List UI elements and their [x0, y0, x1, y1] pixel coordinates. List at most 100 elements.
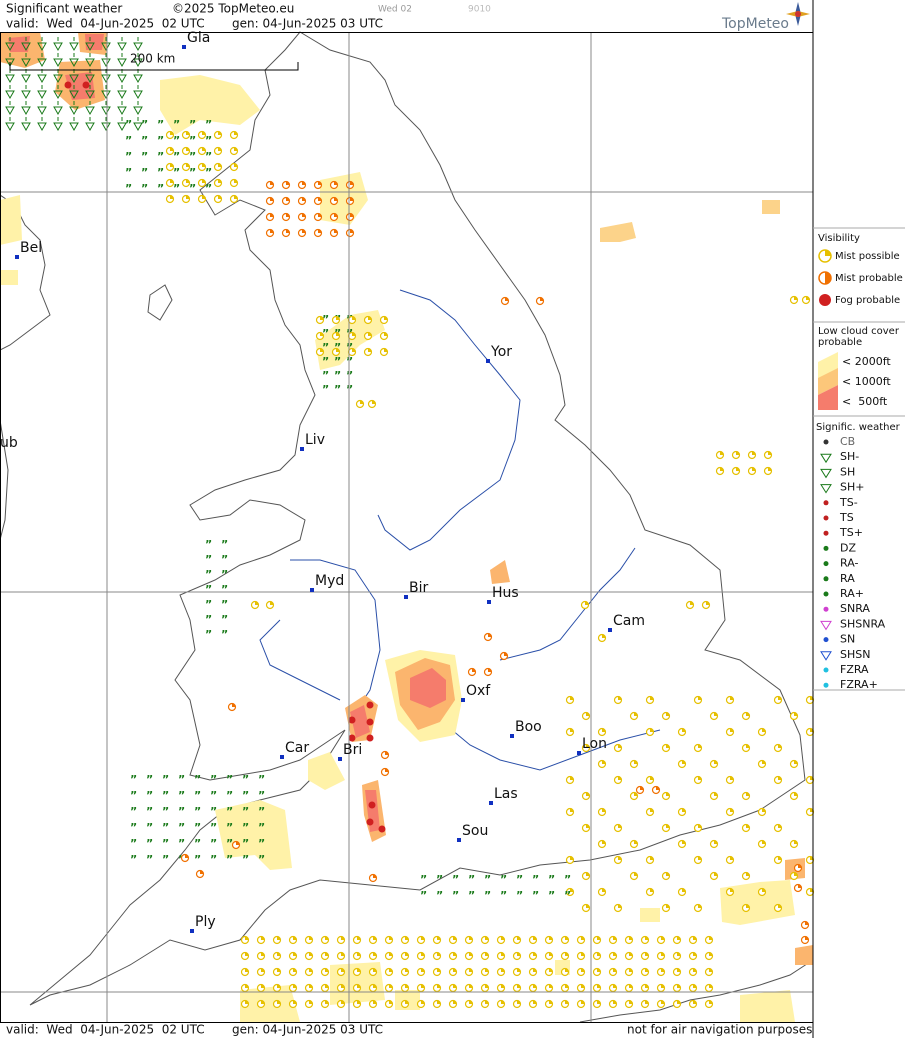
mist-symbol-fill — [293, 1000, 297, 1004]
mist-symbol-fill — [698, 744, 702, 748]
mist-symbol-fill — [565, 936, 569, 940]
drizzle-symbol: ” — [548, 889, 555, 902]
drizzle-symbol: ” — [125, 118, 132, 131]
mist-symbol-fill — [469, 952, 473, 956]
mist-symbol-fill — [693, 936, 697, 940]
mist-symbol-fill — [581, 984, 585, 988]
mist-symbol-fill — [618, 744, 622, 748]
mist-symbol-fill — [581, 1000, 585, 1004]
low-cloud-areas — [0, 32, 813, 1022]
mist-symbol-fill — [794, 792, 798, 796]
mist-symbol-fill — [677, 984, 681, 988]
mist-symbol-fill — [352, 316, 356, 320]
drizzle-symbol: ” — [205, 598, 212, 611]
mist-symbol-fill — [597, 936, 601, 940]
mist-symbol-fill — [293, 968, 297, 972]
drizzle-symbol: ” — [258, 773, 265, 786]
mist-symbol-fill — [640, 786, 644, 790]
mist-symbol-fill — [384, 348, 388, 352]
mist-symbol-fill — [372, 400, 376, 404]
mist-symbol-fill — [698, 904, 702, 908]
cloud-area — [240, 962, 795, 1022]
mist-symbol-fill — [384, 332, 388, 336]
mist-symbol-fill — [186, 179, 190, 183]
mist-symbol-fill — [485, 936, 489, 940]
run-code: 9010 — [468, 5, 491, 15]
mist-symbol-fill — [677, 1000, 681, 1004]
drizzle-symbol: ” — [221, 568, 228, 581]
drizzle-symbol: ” — [346, 355, 353, 368]
mist-symbol-fill — [597, 952, 601, 956]
river — [377, 289, 521, 551]
drizzle-symbol: ” — [452, 873, 459, 886]
fog-symbol — [366, 734, 374, 742]
drizzle-symbol: ” — [334, 383, 341, 396]
drizzle-symbol: ” — [484, 873, 491, 886]
drizzle-symbol: ” — [141, 182, 148, 195]
drizzle-symbol: ” — [194, 789, 201, 802]
legend-label: SH- — [840, 450, 859, 463]
shower-symbol — [85, 101, 95, 116]
drizzle-symbol: ” — [189, 134, 196, 147]
shower-symbol — [85, 53, 95, 68]
drizzle-symbol: ” — [221, 583, 228, 596]
mist-symbol-fill — [368, 332, 372, 336]
mist-symbol-fill — [645, 968, 649, 972]
mist-symbol-fill — [714, 840, 718, 844]
mist-symbol-fill — [334, 213, 338, 217]
drizzle-symbol: ” — [210, 821, 217, 834]
drizzle-symbol: ” — [226, 853, 233, 866]
mist-symbol-fill — [693, 952, 697, 956]
drizzle-symbol: ” — [146, 821, 153, 834]
mist-symbol-fill — [533, 984, 537, 988]
cloud-area — [555, 880, 795, 975]
mist-symbol-fill — [714, 792, 718, 796]
drizzle-symbol: ” — [125, 182, 132, 195]
mist-symbol-fill — [602, 728, 606, 732]
legend-label: RA+ — [840, 587, 864, 600]
mist-symbol-fill — [302, 213, 306, 217]
mist-symbol-fill — [806, 296, 810, 300]
mist-symbol-fill — [746, 744, 750, 748]
legend-label: Mist probable — [835, 273, 903, 284]
drizzle-symbol: ” — [346, 383, 353, 396]
mist-symbol-fill — [270, 197, 274, 201]
mist-symbol-fill — [805, 921, 809, 925]
legend-label: < 2000ft — [842, 355, 891, 368]
mist-symbol-fill — [586, 824, 590, 828]
mist-symbol-fill — [341, 936, 345, 940]
drizzle-symbol: ” — [178, 805, 185, 818]
drizzle-symbol: ” — [210, 789, 217, 802]
mist-symbol-fill — [350, 197, 354, 201]
mist-symbol-fill — [293, 936, 297, 940]
legend-icon — [820, 651, 832, 661]
day-code: Wed 02 — [378, 5, 412, 15]
drizzle-symbol: ” — [157, 118, 164, 131]
mist-symbol-fill — [517, 984, 521, 988]
legend-label: SHSNRA — [840, 617, 886, 630]
mist-symbol-fill — [768, 451, 772, 455]
drizzle-symbol: ” — [162, 805, 169, 818]
shower-symbol — [53, 85, 63, 100]
drizzle-symbol: ” — [258, 805, 265, 818]
mist-symbol-fill — [629, 1000, 633, 1004]
mist-symbol-fill — [613, 984, 617, 988]
mist-symbol-fill — [309, 968, 313, 972]
cloud-area — [8, 34, 104, 100]
mist-symbol-fill — [186, 147, 190, 151]
mist-symbol-fill — [202, 131, 206, 135]
city-label: Bri — [343, 742, 362, 758]
mist-symbol-fill — [634, 760, 638, 764]
city-label: Bel — [20, 240, 42, 256]
valid-time: valid: Wed 04-Jun-2025 02 UTC — [6, 17, 205, 31]
mist-symbol-fill — [421, 1000, 425, 1004]
mist-symbol-fill — [437, 936, 441, 940]
mist-symbol-fill — [357, 984, 361, 988]
mist-symbol-fill — [602, 634, 606, 638]
mist-symbol-fill — [533, 936, 537, 940]
mist-symbol-fill — [666, 824, 670, 828]
drizzle-symbol: ” — [189, 150, 196, 163]
mist-symbol-fill — [549, 936, 553, 940]
mist-symbol-fill — [309, 952, 313, 956]
drizzle-symbol: ” — [346, 341, 353, 354]
